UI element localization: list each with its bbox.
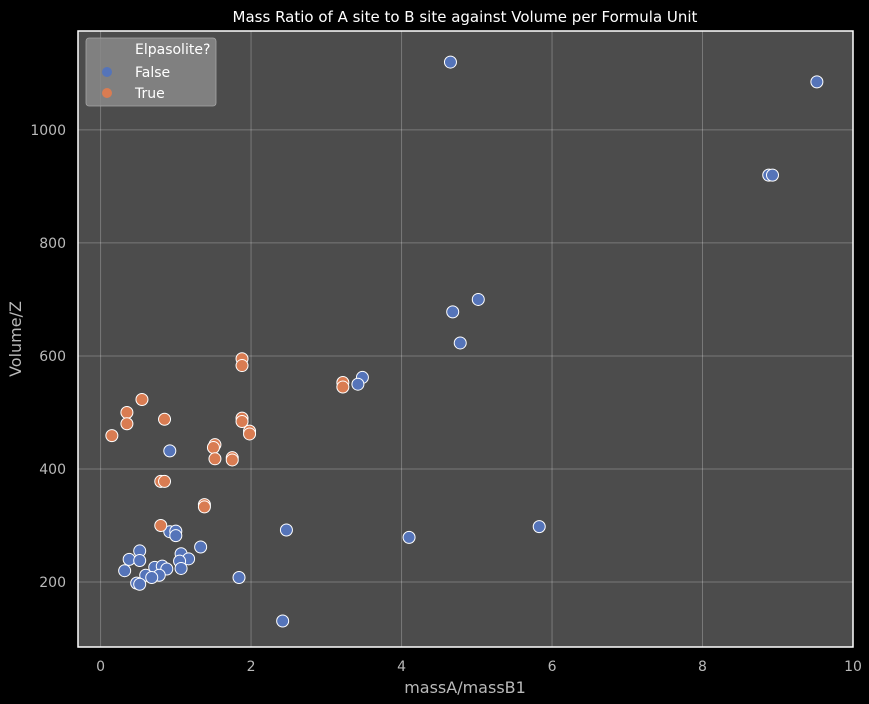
data-point <box>810 75 824 89</box>
data-point <box>443 55 457 69</box>
data-point <box>133 577 147 591</box>
data-point <box>471 292 485 306</box>
data-point <box>243 427 257 441</box>
data-point <box>105 429 119 443</box>
chart-title: Mass Ratio of A site to B site against V… <box>233 8 698 26</box>
data-point <box>206 441 220 455</box>
y-tick-label: 200 <box>39 575 66 591</box>
data-point <box>446 305 460 319</box>
data-point <box>197 500 211 514</box>
data-point <box>232 570 246 584</box>
data-point <box>235 415 249 429</box>
scatter-points <box>105 55 824 628</box>
data-point <box>194 540 208 554</box>
data-point <box>276 614 290 628</box>
x-tick-label: 10 <box>844 659 862 675</box>
data-point <box>402 530 416 544</box>
data-point <box>120 405 134 419</box>
data-point <box>135 392 149 406</box>
data-point <box>154 518 168 532</box>
series-true <box>105 352 350 532</box>
plot-area <box>77 30 854 648</box>
legend-label-false: False <box>135 65 170 81</box>
x-tick-label: 6 <box>548 659 557 675</box>
data-point <box>279 523 293 537</box>
data-point <box>532 520 546 534</box>
grid <box>78 31 853 647</box>
y-tick-labels: 200 400 600 800 1000 <box>30 123 66 591</box>
data-point <box>336 380 350 394</box>
data-point <box>163 444 177 458</box>
x-tick-label: 0 <box>96 659 105 675</box>
series-false <box>118 55 824 628</box>
x-tick-label: 2 <box>247 659 256 675</box>
x-axis-label: massA/massB1 <box>404 678 526 697</box>
data-point <box>158 474 172 488</box>
data-point <box>235 359 249 373</box>
data-point <box>208 452 222 466</box>
data-point <box>169 529 183 543</box>
data-point <box>133 554 147 568</box>
x-tick-label: 4 <box>397 659 406 675</box>
y-tick-label: 800 <box>39 236 66 252</box>
legend-marker-true <box>102 88 112 98</box>
data-point <box>118 564 132 578</box>
data-point <box>765 168 779 182</box>
legend-label-true: True <box>134 86 165 102</box>
data-point <box>158 412 172 426</box>
y-tick-label: 600 <box>39 349 66 365</box>
legend-title: Elpasolite? <box>135 42 210 58</box>
legend-marker-false <box>102 67 112 77</box>
y-tick-label: 1000 <box>30 123 66 139</box>
y-tick-label: 400 <box>39 462 66 478</box>
data-point <box>120 417 134 431</box>
x-tick-label: 8 <box>698 659 707 675</box>
y-axis-label: Volume/Z <box>6 301 25 377</box>
legend-box <box>85 37 217 107</box>
data-point <box>453 336 467 350</box>
data-point <box>174 561 188 575</box>
data-point <box>145 570 159 584</box>
legend: Elpasolite? False True <box>85 37 217 107</box>
data-point <box>225 453 239 467</box>
data-point <box>351 377 365 391</box>
x-tick-labels: 0 2 4 6 8 10 <box>96 659 862 675</box>
